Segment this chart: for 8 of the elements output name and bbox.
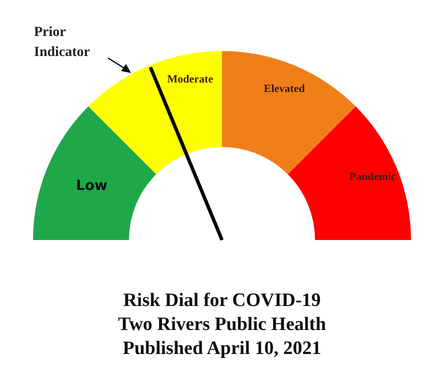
text: Published April 10, 2021 (122, 338, 322, 359)
slice-label: Pandemic (349, 171, 396, 184)
slice-label: Low (76, 178, 108, 194)
slice-label: Moderate (167, 74, 214, 86)
text: Prior Indicator (34, 25, 90, 60)
slice-label: Elevated (264, 82, 305, 95)
text: Risk Dial for COVID-19 (123, 290, 321, 311)
text: Two Rivers Public Health (118, 314, 326, 335)
